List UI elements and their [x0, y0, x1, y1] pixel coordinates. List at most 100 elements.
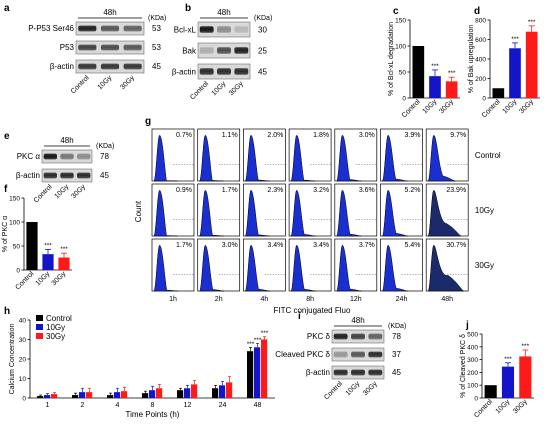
bar [51, 394, 58, 398]
x-tick-label: 30Gy [512, 398, 529, 415]
legend-label: Control [46, 314, 72, 323]
y-axis-title: Calcium Concentration [9, 323, 16, 394]
panel-letter: c [393, 6, 399, 17]
y-tick-label: 20 [19, 357, 27, 364]
x-tick-label: 10Gy [35, 270, 52, 287]
panel-letter: f [4, 184, 8, 195]
bar [42, 254, 54, 270]
kda-header: (KDa) [388, 323, 406, 330]
gated-percent: 30.7% [446, 242, 466, 249]
column-label: 48h [441, 296, 453, 303]
blot-band [234, 26, 249, 33]
blot-band [60, 153, 74, 160]
time-label: 48h [60, 136, 73, 145]
y-tick-label: 200 [467, 370, 478, 377]
histogram-cell: 0.7% [151, 128, 195, 182]
gated-percent: 0.9% [176, 187, 192, 194]
histogram-cell: 3.9% [380, 128, 423, 182]
lane-label: 10Gy [345, 380, 362, 397]
significance-mark: *** [254, 337, 262, 344]
bar [37, 396, 44, 398]
y-axis-title: % of Cleaved PKC δ [460, 334, 467, 398]
panel-letter: b [185, 3, 191, 14]
histogram-cell: 3.0% [197, 238, 241, 292]
lane-label: 10Gy [97, 74, 114, 91]
histogram-curve [199, 244, 225, 292]
kda-value: 30 [258, 26, 267, 35]
bar [79, 392, 86, 398]
gated-percent: 1.7% [176, 242, 192, 249]
y-tick-label: 400 [475, 57, 486, 64]
histogram-cell: 3.4% [243, 238, 286, 292]
bar [142, 393, 149, 398]
blot-band [100, 44, 120, 51]
protein-label: Bcl-xL [174, 26, 197, 35]
panel-letter: a [4, 3, 10, 14]
gated-percent: 23.9% [446, 187, 466, 194]
blot-band [368, 351, 383, 358]
y-tick-label: 100 [467, 383, 478, 390]
y-tick-label: 0 [16, 268, 20, 275]
bar [509, 48, 521, 98]
x-tick-label: 1 [46, 402, 50, 409]
blot-band [123, 63, 142, 70]
histogram-cell: 2.3% [243, 183, 286, 237]
column-label: 12h [350, 296, 362, 303]
chart-f: f 0 50 100 150 Control *** 10Gy *** 30Gy % of PKC … [2, 184, 72, 291]
lane-label: 30Gy [119, 74, 136, 91]
histogram-curve [290, 134, 316, 182]
y-axis-title: % of Bcl-xL degradation [388, 22, 395, 96]
histogram-curve [382, 134, 408, 182]
bar [492, 88, 505, 98]
histogram-curve [382, 189, 408, 237]
bar [501, 366, 515, 398]
x-tick-label: 10Gy [495, 398, 512, 415]
y-tick-label: 0 [22, 396, 26, 403]
row-label: Control [475, 151, 501, 160]
bar [429, 76, 441, 98]
histogram-cell: 3.2% [288, 183, 332, 237]
kda-value: 78 [100, 152, 109, 161]
kda-header: (KDa) [254, 15, 272, 22]
lane-label: 10Gy [211, 80, 228, 97]
time-label: 48h [351, 316, 364, 325]
protein-label: Cleaved PKC δ [275, 350, 330, 359]
x-tick-label: 24 [219, 402, 227, 409]
blot-band [333, 333, 348, 340]
blot-band [199, 26, 214, 33]
legend-swatch [36, 324, 43, 330]
row-label: 30Gy [475, 261, 494, 270]
gated-percent: 2.0% [267, 132, 283, 139]
blot-band [351, 369, 365, 376]
histogram-cell: 3.0% [334, 128, 378, 182]
x-tick-label: 10Gy [502, 98, 519, 115]
bar [191, 384, 198, 398]
gated-percent: 3.4% [267, 242, 283, 249]
histogram-cell: 5.4% [380, 238, 423, 292]
histogram-cell: 5.2% [380, 183, 423, 237]
panel-letter: e [4, 131, 10, 142]
bar [149, 390, 156, 398]
lane-label: Control [323, 380, 344, 401]
gated-percent: 9.7% [450, 132, 466, 139]
bar [156, 388, 163, 398]
histogram-cell: 2.0% [243, 128, 286, 182]
y-axis-title: % of Bak upregulation [468, 25, 475, 94]
legend-swatch [36, 315, 43, 321]
time-label: 48h [217, 8, 230, 17]
x-tick-label: 8 [151, 402, 155, 409]
y-tick-label: 0 [402, 96, 406, 103]
row-label: 10Gy [475, 206, 494, 215]
bar [212, 388, 219, 398]
blot-band [217, 68, 231, 75]
y-tick-label: 10 [19, 376, 27, 383]
kda-header: (KDa) [96, 143, 114, 150]
blot-panel-e: e 48h (KDa) PKC α 78 β-actin 45 Control 10Gy 30Gy [4, 131, 114, 204]
legend-label: 10Gy [46, 323, 65, 332]
kda-value: 53 [152, 24, 161, 33]
bar [254, 347, 261, 398]
bar [72, 395, 79, 398]
